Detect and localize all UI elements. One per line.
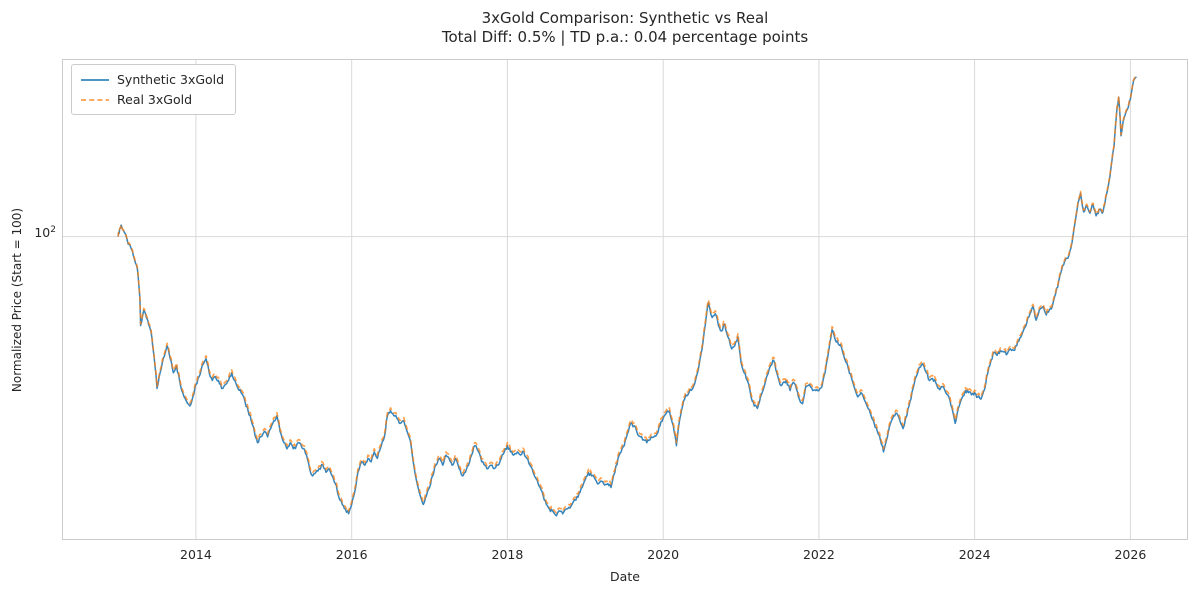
chart-subtitle: Total Diff: 0.5% | TD p.a.: 0.04 percent… bbox=[441, 27, 809, 46]
series-line-real bbox=[117, 75, 1137, 514]
legend-line-sample bbox=[81, 98, 109, 101]
legend-label: Real 3xGold bbox=[117, 92, 193, 107]
plot-border bbox=[62, 59, 1188, 540]
chart-title: 3xGold Comparison: Synthetic vs Real bbox=[481, 9, 769, 27]
legend-item-real: Real 3xGold bbox=[81, 92, 224, 107]
x-tick-label: 2020 bbox=[647, 547, 680, 562]
x-tick-label: 2014 bbox=[180, 547, 212, 562]
x-tick-label: 2018 bbox=[491, 547, 524, 562]
legend-item-synthetic: Synthetic 3xGold bbox=[81, 72, 224, 87]
x-tick-label: 2026 bbox=[1114, 547, 1147, 562]
legend-line-sample bbox=[81, 78, 109, 81]
x-tick-label: 2022 bbox=[802, 547, 835, 562]
chart-header: 3xGold Comparison: Synthetic vs Real Tot… bbox=[62, 9, 1188, 47]
x-tick-label: 2024 bbox=[958, 547, 991, 562]
y-tick-label: 102 bbox=[34, 224, 56, 240]
legend-label: Synthetic 3xGold bbox=[117, 72, 225, 87]
x-tick-label: 2016 bbox=[335, 547, 368, 562]
series-line-synthetic bbox=[117, 76, 1137, 517]
x-axis-label: Date bbox=[610, 569, 640, 584]
legend: Synthetic 3xGold Real 3xGold bbox=[71, 64, 237, 115]
